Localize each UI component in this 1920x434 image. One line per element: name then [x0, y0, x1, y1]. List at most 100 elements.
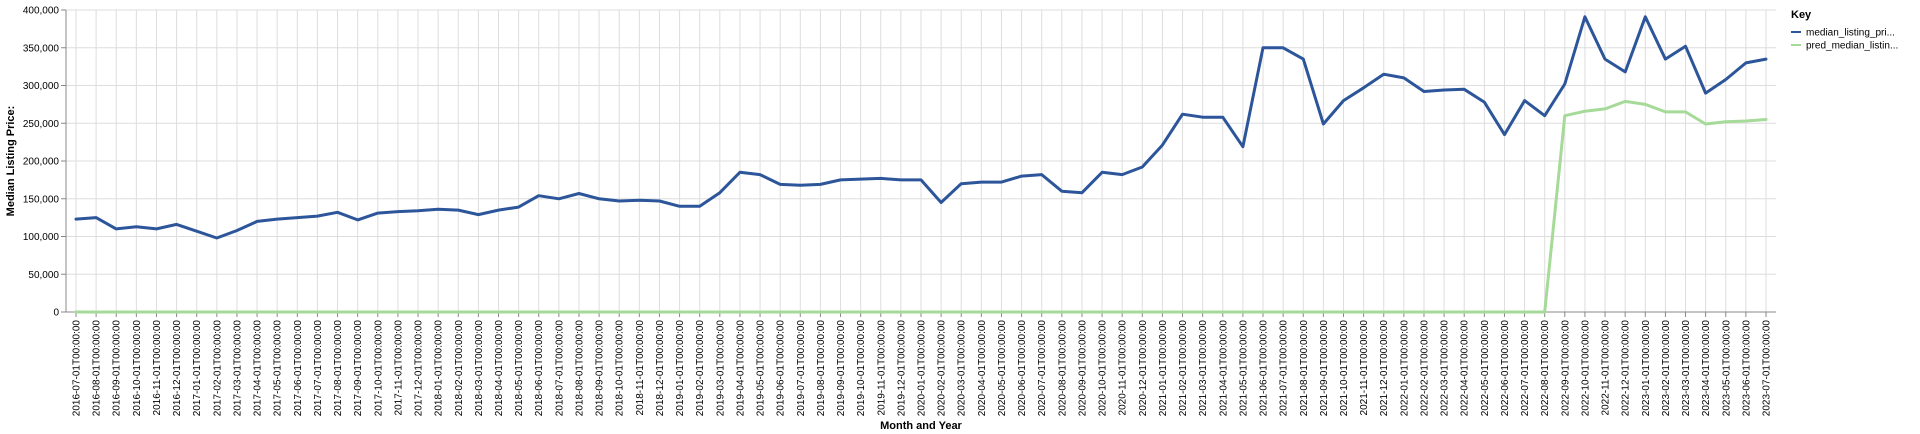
x-tick-label: 2021-02-01T00:00:00 [1178, 320, 1189, 417]
x-tick-label: 2021-08-01T00:00:00 [1299, 320, 1310, 417]
x-tick-label: 2017-06-01T00:00:00 [293, 320, 304, 417]
y-tick-label: 250,000 [23, 119, 60, 130]
x-tick-label: 2022-08-01T00:00:00 [1540, 320, 1551, 417]
x-tick-label: 2017-08-01T00:00:00 [333, 320, 344, 417]
x-tick-label: 2020-07-01T00:00:00 [1037, 320, 1048, 417]
x-tick-label: 2017-07-01T00:00:00 [313, 320, 324, 417]
grid-lines [66, 9, 1776, 313]
x-tick-label: 2022-01-01T00:00:00 [1399, 320, 1410, 417]
x-tick-label: 2018-02-01T00:00:00 [454, 320, 465, 417]
x-tick-label: 2017-05-01T00:00:00 [273, 320, 284, 417]
x-tick-label: 2020-10-01T00:00:00 [1098, 320, 1109, 417]
x-tick-label: 2019-05-01T00:00:00 [756, 320, 767, 417]
x-tick-label: 2019-10-01T00:00:00 [856, 320, 867, 417]
x-tick-label: 2016-10-01T00:00:00 [132, 320, 143, 417]
x-tick-label: 2018-05-01T00:00:00 [514, 320, 525, 417]
x-tick-label: 2023-01-01T00:00:00 [1641, 320, 1652, 417]
y-tick-label: 200,000 [23, 157, 60, 168]
x-tick-label: 2021-09-01T00:00:00 [1319, 320, 1330, 417]
x-tick-label: 2018-06-01T00:00:00 [534, 320, 545, 417]
x-tick-label: 2019-06-01T00:00:00 [776, 320, 787, 417]
x-tick-label: 2019-11-01T00:00:00 [876, 320, 887, 416]
x-tick-label: 2017-11-01T00:00:00 [393, 320, 404, 416]
x-tick-label: 2023-07-01T00:00:00 [1762, 320, 1773, 417]
x-tick-label: 2019-02-01T00:00:00 [695, 320, 706, 417]
legend-label: median_listing_pri... [1806, 28, 1895, 39]
x-tick-label: 2018-03-01T00:00:00 [474, 320, 485, 417]
x-tick-label: 2022-03-01T00:00:00 [1440, 320, 1451, 417]
x-tick-label: 2018-07-01T00:00:00 [554, 320, 565, 417]
x-tick-label: 2021-11-01T00:00:00 [1359, 320, 1370, 416]
x-tick-label: 2019-07-01T00:00:00 [796, 320, 807, 417]
x-tick-label: 2016-09-01T00:00:00 [112, 320, 123, 417]
series-lines [74, 15, 1768, 314]
x-tick-label: 2018-04-01T00:00:00 [494, 320, 505, 417]
x-tick-label: 2020-09-01T00:00:00 [1077, 320, 1088, 417]
series-line-median-listing-pri [74, 15, 1768, 240]
x-tick-label: 2020-11-01T00:00:00 [1118, 320, 1129, 416]
x-tick-label: 2018-08-01T00:00:00 [574, 320, 585, 417]
x-tick-label: 2021-07-01T00:00:00 [1279, 320, 1290, 417]
x-axis-title: Month and Year [880, 420, 962, 432]
x-tick-label: 2020-05-01T00:00:00 [997, 320, 1008, 417]
x-tick-label: 2017-12-01T00:00:00 [414, 320, 425, 417]
x-tick-label: 2023-03-01T00:00:00 [1681, 320, 1692, 417]
x-tick-label: 2018-09-01T00:00:00 [595, 320, 606, 417]
x-tick-label: 2019-03-01T00:00:00 [715, 320, 726, 417]
x-tick-label: 2021-01-01T00:00:00 [1158, 320, 1169, 417]
y-tick-label: 400,000 [23, 6, 60, 17]
x-tick-label: 2021-03-01T00:00:00 [1198, 320, 1209, 417]
x-tick-label: 2018-12-01T00:00:00 [655, 320, 666, 417]
x-tick-label: 2021-06-01T00:00:00 [1259, 320, 1270, 417]
x-tick-label: 2023-04-01T00:00:00 [1701, 320, 1712, 417]
x-tick-label: 2023-05-01T00:00:00 [1721, 320, 1732, 417]
x-tick-label: 2016-11-01T00:00:00 [152, 320, 163, 416]
x-tick-label: 2022-09-01T00:00:00 [1560, 320, 1571, 417]
x-tick-label: 2023-06-01T00:00:00 [1741, 320, 1752, 417]
y-tick-label: 100,000 [23, 232, 60, 243]
x-tick-label: 2022-10-01T00:00:00 [1580, 320, 1591, 417]
x-tick-label: 2018-10-01T00:00:00 [615, 320, 626, 417]
x-tick-label: 2021-05-01T00:00:00 [1238, 320, 1249, 417]
x-tick-label: 2020-03-01T00:00:00 [957, 320, 968, 417]
x-tick-label: 2016-12-01T00:00:00 [172, 320, 183, 417]
x-tick-label: 2022-04-01T00:00:00 [1460, 320, 1471, 417]
x-tick-label: 2018-01-01T00:00:00 [434, 320, 445, 417]
x-tick-label: 2022-12-01T00:00:00 [1621, 320, 1632, 417]
y-tick-label: 0 [53, 308, 59, 319]
x-tick-label: 2016-07-01T00:00:00 [72, 320, 83, 417]
legend: Key median_listing_pri... pred_median_lis… [1791, 9, 1898, 52]
x-tick-label: 2019-04-01T00:00:00 [735, 320, 746, 417]
x-tick-label: 2021-12-01T00:00:00 [1379, 320, 1390, 417]
x-tick-label: 2020-06-01T00:00:00 [1017, 320, 1028, 417]
x-tick-label: 2021-10-01T00:00:00 [1339, 320, 1350, 417]
x-tick-label: 2019-09-01T00:00:00 [836, 320, 847, 417]
x-tick-label: 2019-12-01T00:00:00 [896, 320, 907, 417]
y-tick-label: 50,000 [28, 270, 59, 281]
x-tick-label: 2021-04-01T00:00:00 [1218, 320, 1229, 417]
x-tick-label: 2022-02-01T00:00:00 [1419, 320, 1430, 417]
y-tick-label: 300,000 [23, 81, 60, 92]
x-tick-label: 2020-01-01T00:00:00 [917, 320, 928, 417]
x-tick-label: 2017-04-01T00:00:00 [253, 320, 264, 417]
x-tick-label: 2023-02-01T00:00:00 [1661, 320, 1672, 417]
x-tick-label: 2018-11-01T00:00:00 [635, 320, 646, 416]
x-tick-label: 2019-08-01T00:00:00 [816, 320, 827, 417]
x-tick-label: 2022-05-01T00:00:00 [1480, 320, 1491, 417]
series-line-pred-median-listin [74, 99, 1768, 314]
x-tick-label: 2020-08-01T00:00:00 [1057, 320, 1068, 417]
axes: 0 50,000 100,000 150,000 200,000 250,000 300,0… [23, 6, 1776, 417]
x-tick-label: 2022-11-01T00:00:00 [1601, 320, 1612, 416]
x-tick-label: 2017-01-01T00:00:00 [192, 320, 203, 417]
x-tick-label: 2020-12-01T00:00:00 [1138, 320, 1149, 417]
x-tick-label: 2016-08-01T00:00:00 [92, 320, 103, 417]
x-tick-label: 2020-02-01T00:00:00 [937, 320, 948, 417]
x-tick-label: 2017-02-01T00:00:00 [212, 320, 223, 417]
x-tick-label: 2022-06-01T00:00:00 [1500, 320, 1511, 417]
x-tick-label: 2017-03-01T00:00:00 [232, 320, 243, 417]
x-tick-label: 2020-04-01T00:00:00 [977, 320, 988, 417]
y-tick-label: 350,000 [23, 43, 60, 54]
y-tick-label: 150,000 [23, 194, 60, 205]
